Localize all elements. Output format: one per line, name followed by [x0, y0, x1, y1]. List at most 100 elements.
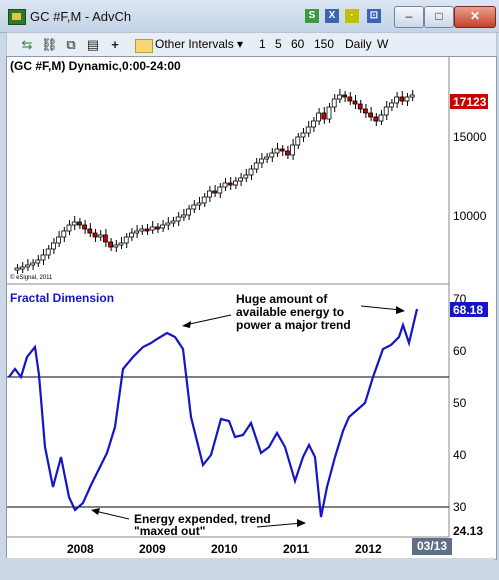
- candle-body: [336, 94, 342, 100]
- candle-body: [113, 244, 119, 248]
- candle-body: [305, 126, 311, 134]
- time-axis-2012: 2012: [355, 542, 382, 556]
- candle-body: [108, 241, 113, 248]
- candle-body: [258, 158, 264, 164]
- interval-daily[interactable]: Daily: [345, 37, 372, 51]
- candle-body: [19, 266, 25, 270]
- zoom-icon[interactable]: ⊡: [367, 9, 381, 23]
- candle-body: [394, 96, 400, 104]
- fd-axis-label-60: 60: [453, 344, 467, 358]
- fractal-dimension-line: [8, 308, 419, 518]
- indicator-title: Fractal Dimension: [10, 291, 114, 305]
- price-axis-label-10000: 10000: [453, 209, 487, 223]
- candle-body: [274, 148, 280, 154]
- candle-body: [290, 144, 296, 156]
- candle-body: [134, 230, 139, 234]
- candle-body: [149, 226, 155, 231]
- status-bar: [6, 558, 495, 580]
- interval-60[interactable]: 60: [291, 37, 305, 51]
- candle-body: [253, 162, 259, 170]
- grid-icon[interactable]: X: [325, 9, 339, 23]
- link-icon[interactable]: ⇆: [21, 37, 33, 52]
- close-button[interactable]: ✕: [454, 6, 496, 28]
- candle-body: [118, 242, 124, 246]
- interval-5[interactable]: 5: [275, 37, 282, 51]
- candle-body: [154, 226, 160, 230]
- folder-icon[interactable]: [135, 39, 153, 53]
- candle-body: [35, 259, 41, 264]
- interval-150[interactable]: 150: [314, 37, 335, 51]
- maximize-button[interactable]: □: [424, 6, 454, 28]
- add-icon[interactable]: +: [111, 37, 119, 52]
- price-candles: [14, 89, 415, 274]
- candle-body: [248, 168, 254, 176]
- properties-icon[interactable]: ▤: [86, 37, 100, 52]
- last-price-value: 17123: [453, 95, 487, 109]
- candle-body: [24, 264, 30, 268]
- annotation-bottom-arrow-right: [256, 522, 303, 528]
- copy-icon[interactable]: ⧉: [66, 37, 76, 52]
- candle-body: [175, 216, 181, 222]
- annotation-bottom-arrow-left: [94, 510, 130, 520]
- interval-1[interactable]: 1: [259, 37, 266, 51]
- window-title: GC #F,M - AdvCh: [30, 9, 132, 24]
- candle-body: [295, 136, 301, 146]
- candle-body: [212, 190, 218, 194]
- candle-body: [342, 94, 348, 98]
- candle-body: [378, 114, 384, 122]
- chart-area[interactable]: (GC #F,M) Dynamic,0:00-24:00 © eSignal, …: [6, 56, 497, 560]
- candle-body: [222, 182, 228, 188]
- candle-body: [160, 224, 166, 229]
- annotation-top-arrow-left: [184, 314, 232, 326]
- candle-body: [269, 152, 275, 158]
- candle-body: [279, 148, 285, 152]
- candle-body: [61, 230, 67, 238]
- candle-body: [66, 224, 72, 232]
- candle-body: [30, 262, 36, 266]
- candle-body: [170, 220, 176, 224]
- time-axis-2010: 2010: [211, 542, 238, 556]
- candle-body: [331, 98, 337, 108]
- chart-toolbar: ⇆ ⛓ ⧉ ▤ + Other Intervals ▾ 1 5 60 150 D…: [6, 32, 497, 58]
- link-window-icon[interactable]: S: [305, 9, 319, 23]
- candle-body: [144, 228, 150, 232]
- candle-body: [321, 112, 327, 120]
- interval-weekly[interactable]: W: [377, 37, 389, 51]
- candle-body: [352, 100, 358, 105]
- time-axis-2008: 2008: [67, 542, 94, 556]
- candle-body: [264, 156, 270, 160]
- candle-body: [206, 190, 212, 198]
- annotation-top-arrowhead-right: [396, 306, 405, 314]
- candle-body: [232, 180, 238, 186]
- candle-body: [373, 116, 379, 122]
- candle-body: [368, 112, 374, 118]
- annotation-bottom-line-1: Energy expended, trend: [134, 512, 271, 526]
- candle-body: [362, 108, 368, 114]
- copyright-label: © eSignal, 2011: [10, 274, 53, 281]
- annotation-bottom-line-2: "maxed out": [134, 524, 205, 538]
- price-axis-label-15000: 15000: [453, 130, 487, 144]
- minimize-button[interactable]: –: [394, 6, 424, 28]
- fd-footer-value: 24.13: [453, 524, 483, 538]
- app-icon: [8, 9, 26, 25]
- other-intervals-dropdown[interactable]: Other Intervals ▾: [155, 37, 244, 51]
- cursor-icon[interactable]: ·: [345, 9, 359, 23]
- candle-body: [186, 208, 192, 216]
- candle-body: [326, 106, 332, 120]
- annotation-bottom-arrowhead-left: [91, 508, 100, 515]
- time-axis-2009: 2009: [139, 542, 166, 556]
- annotation-bottom-arrowhead-right: [297, 519, 306, 527]
- candle-body: [347, 96, 353, 102]
- date-scroll-label[interactable]: 03/13: [412, 538, 452, 555]
- candle-body: [404, 96, 410, 102]
- fd-last-value-badge: [450, 302, 488, 317]
- candle-body: [399, 96, 405, 102]
- candle-body: [284, 150, 290, 156]
- candle-body: [51, 242, 56, 250]
- candle-body: [201, 196, 207, 204]
- candle-body: [165, 222, 171, 226]
- chain-icon[interactable]: ⛓: [41, 37, 58, 52]
- candle-body: [196, 202, 202, 206]
- candle-body: [227, 182, 233, 186]
- candle-body: [97, 234, 103, 238]
